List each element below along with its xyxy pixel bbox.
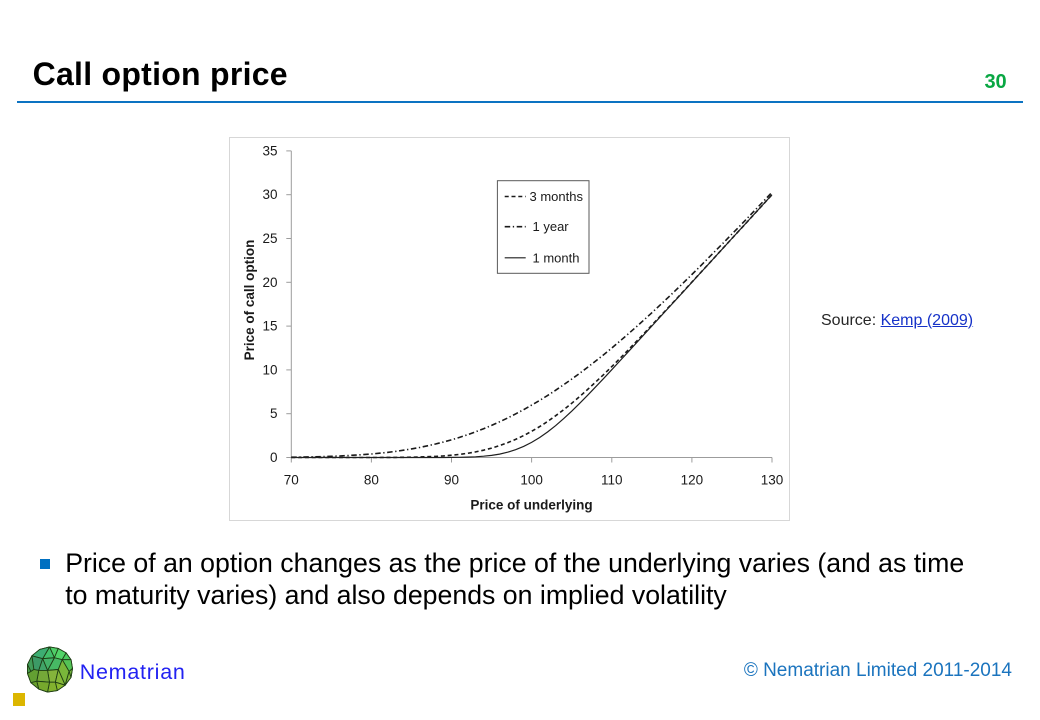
svg-text:Price of call option: Price of call option bbox=[242, 239, 257, 360]
svg-text:10: 10 bbox=[262, 362, 277, 377]
svg-text:15: 15 bbox=[262, 318, 277, 333]
svg-text:1 month: 1 month bbox=[533, 250, 580, 265]
svg-text:Price of underlying: Price of underlying bbox=[470, 497, 592, 512]
svg-text:80: 80 bbox=[364, 472, 379, 487]
svg-text:1 year: 1 year bbox=[533, 219, 570, 234]
svg-text:3 months: 3 months bbox=[530, 189, 584, 204]
svg-text:120: 120 bbox=[681, 472, 704, 487]
svg-text:100: 100 bbox=[520, 472, 543, 487]
svg-text:5: 5 bbox=[270, 406, 278, 421]
svg-text:20: 20 bbox=[262, 274, 277, 289]
svg-text:70: 70 bbox=[284, 472, 299, 487]
svg-text:25: 25 bbox=[262, 231, 277, 246]
svg-text:35: 35 bbox=[262, 143, 277, 158]
svg-text:110: 110 bbox=[601, 472, 623, 487]
svg-text:130: 130 bbox=[761, 472, 784, 487]
svg-text:90: 90 bbox=[444, 472, 459, 487]
svg-text:30: 30 bbox=[262, 187, 277, 202]
svg-text:0: 0 bbox=[270, 450, 278, 465]
